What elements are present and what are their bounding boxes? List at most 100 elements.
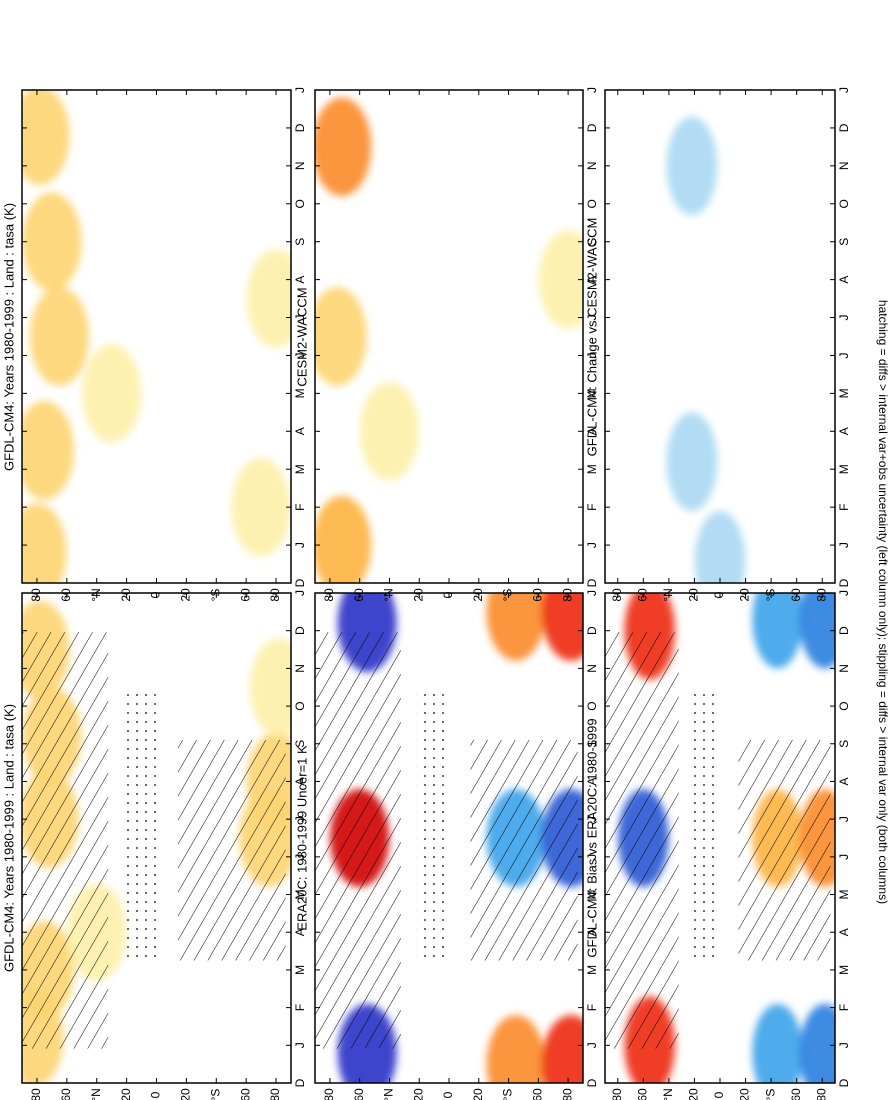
gfdl-clim-left-hatching xyxy=(178,740,286,961)
gfdl-change-lat-tick: °N xyxy=(661,588,675,601)
era20c-obs-hatching xyxy=(470,740,578,961)
gfdl-change-month-tick: N xyxy=(837,162,851,171)
cesm2-waccm-title: CESM2-WACCM xyxy=(294,287,309,386)
era20c-obs-lat-tick: °N xyxy=(382,1088,396,1100)
gfdl-change-month-tick: O xyxy=(837,199,851,208)
gfdl-clim-left-month-tick: J xyxy=(293,854,307,860)
gfdl-clim-left-month-tick: M xyxy=(293,890,307,900)
gfdl-bias-title: GFDL-CM4: Bias vs ERA20C: 1980-1999 xyxy=(584,718,599,957)
gfdl-clim-left-month-tick: J xyxy=(293,816,307,822)
gfdl-bias-month-tick: N xyxy=(837,664,851,673)
gfdl-change-title: GFDL-CM4: Change vs CESM2-WACCM xyxy=(584,218,599,457)
era20c-obs-lat-tick: 20 xyxy=(411,1088,425,1100)
gfdl-bias-lat-tick: 60 xyxy=(636,1088,650,1100)
era20c-obs-month-tick: O xyxy=(585,701,599,710)
cesm2-waccm-month-tick: D xyxy=(585,578,599,587)
gfdl-bias-lat-tick: 80 xyxy=(814,1088,828,1100)
gfdl-clim-right-month-tick: D xyxy=(293,123,307,132)
gfdl-clim-left-lat-tick: 20 xyxy=(179,1088,193,1100)
gfdl-clim-right-month-tick: J xyxy=(293,542,307,548)
gfdl-clim-left-lat-tick: 0 xyxy=(149,1091,163,1098)
gfdl-clim-left-lat-tick: 80 xyxy=(268,1088,282,1100)
gfdl-clim-right-lat-tick: 20 xyxy=(119,588,133,602)
gfdl-clim-right-lat-tick: 60 xyxy=(238,588,252,602)
gfdl-bias-contour-blob xyxy=(799,1003,835,1083)
gfdl-clim-right-lat-tick: °S xyxy=(208,589,222,602)
era20c-obs-month-tick: S xyxy=(585,740,599,748)
gfdl-clim-right-contour-blob xyxy=(22,90,70,185)
cesm2-waccm-lat-tick: °S xyxy=(501,589,515,602)
gfdl-change-lat-tick: 80 xyxy=(610,588,624,602)
gfdl-change-lat-tick: 20 xyxy=(738,588,752,602)
cesm2-waccm-field xyxy=(315,90,583,583)
gfdl-clim-right-month-tick: J xyxy=(293,315,307,321)
era20c-obs-lat-tick: 80 xyxy=(560,1088,574,1100)
gfdl-bias-month-tick: D xyxy=(837,1078,851,1087)
era20c-obs-month-tick: A xyxy=(585,777,599,785)
cesm2-waccm-lat-tick: 60 xyxy=(352,588,366,602)
era20c-obs-month-tick: J xyxy=(585,854,599,860)
era20c-obs-panel: ERA20C: 1980-1999 Uncer=1 K 80 60 °N 20 0 20 °S… xyxy=(294,590,599,1100)
gfdl-clim-left-title: GFDL-CM4: Years 1980-1999 : Land : tasa … xyxy=(1,704,16,972)
gfdl-change-lat-tick: 20 xyxy=(687,588,701,602)
gfdl-clim-right-month-tick: A xyxy=(293,427,307,435)
era20c-obs-month-tick: M xyxy=(585,965,599,975)
gfdl-change-month-tick: D xyxy=(837,578,851,587)
gfdl-clim-right-month-tick: D xyxy=(293,578,307,587)
era20c-obs-month-tick: N xyxy=(585,664,599,673)
gfdl-clim-left-lat-tick: 60 xyxy=(238,1088,252,1100)
era20c-obs-month-tick: J xyxy=(585,590,599,596)
gfdl-bias-contour-blob xyxy=(799,593,835,669)
gfdl-clim-right-contour-blob xyxy=(82,344,142,443)
gfdl-clim-right-lat-tick: 60 xyxy=(59,588,73,602)
cesm2-waccm-contour-blob xyxy=(315,97,372,197)
gfdl-bias-month-tick: S xyxy=(837,740,851,748)
gfdl-change-lat-tick: °S xyxy=(763,589,777,602)
cesm2-waccm-lat-tick: 80 xyxy=(322,588,336,602)
gfdl-clim-left-month-tick: F xyxy=(293,1004,307,1011)
gfdl-bias-stippling xyxy=(692,691,720,961)
era20c-obs-lat-tick: 80 xyxy=(322,1088,336,1100)
cesm2-waccm-contour-blob xyxy=(315,287,367,386)
gfdl-change-lat-tick: 80 xyxy=(814,588,828,602)
cesm2-waccm-lat-tick: 20 xyxy=(411,588,425,602)
gfdl-change-month-tick: A xyxy=(837,427,851,435)
cesm2-waccm-month-tick: J xyxy=(585,87,599,93)
gfdl-clim-right-month-tick: J xyxy=(293,87,307,93)
gfdl-bias-month-tick: J xyxy=(837,1042,851,1048)
era20c-obs-lat-tick: 20 xyxy=(471,1088,485,1100)
gfdl-clim-right-month-tick: O xyxy=(293,199,307,208)
gfdl-change-month-tick: F xyxy=(837,503,851,510)
cesm2-waccm-month-tick: S xyxy=(585,238,599,246)
gfdl-bias-month-tick: J xyxy=(837,816,851,822)
gfdl-change-lat-tick: 0 xyxy=(712,591,726,598)
gfdl-clim-right-lat-tick: 80 xyxy=(29,588,43,602)
cesm2-waccm-month-tick: F xyxy=(585,503,599,510)
gfdl-change-month-tick: M xyxy=(837,464,851,474)
gfdl-clim-left-month-tick: D xyxy=(293,1078,307,1087)
gfdl-bias-field xyxy=(605,593,835,1083)
gfdl-bias-panel: GFDL-CM4: Bias vs ERA20C: 1980-1999 80 60 °… xyxy=(584,590,851,1100)
gfdl-bias-lat-tick: 0 xyxy=(712,1091,726,1098)
era20c-obs-month-tick: A xyxy=(585,928,599,936)
gfdl-clim-left-month-tick: N xyxy=(293,664,307,673)
cesm2-waccm-month-tick: O xyxy=(585,199,599,208)
gfdl-clim-right-month-tick: J xyxy=(293,352,307,358)
cesm2-waccm-contour-blob xyxy=(359,382,419,481)
cesm2-waccm-month-tick: A xyxy=(585,276,599,284)
gfdl-change-month-tick: M xyxy=(837,388,851,398)
gfdl-bias-lat-tick: 60 xyxy=(789,1088,803,1100)
gfdl-clim-left-lat-tick: 20 xyxy=(119,1088,133,1100)
era20c-obs-stippling xyxy=(416,691,449,961)
gfdl-bias-month-tick: J xyxy=(837,854,851,860)
gfdl-change-month-tick: A xyxy=(837,276,851,284)
gfdl-clim-right-title: GFDL-CM4: Years 1980-1999 : Land : tasa … xyxy=(1,203,16,471)
era20c-obs-month-tick: J xyxy=(585,816,599,822)
era20c-obs-contour-blob xyxy=(541,593,583,661)
gfdl-change-month-tick: D xyxy=(837,123,851,132)
gfdl-bias-hatching xyxy=(738,740,831,961)
gfdl-bias-month-tick: O xyxy=(837,701,851,710)
cesm2-waccm-month-tick: N xyxy=(585,162,599,171)
gfdl-clim-right-month-tick: N xyxy=(293,162,307,171)
